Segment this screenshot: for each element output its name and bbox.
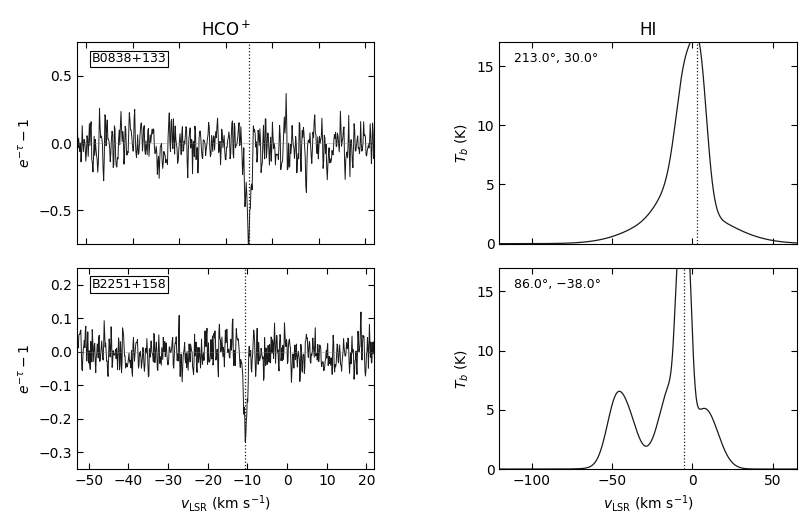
Y-axis label: $T_b$ (K): $T_b$ (K) (454, 348, 472, 388)
Y-axis label: $e^{-\tau}-1$: $e^{-\tau}-1$ (17, 343, 33, 394)
Title: HI: HI (639, 21, 657, 39)
Text: 86.0°, −38.0°: 86.0°, −38.0° (515, 278, 601, 291)
X-axis label: $v_{\mathrm{LSR}}$ (km s$^{-1}$): $v_{\mathrm{LSR}}$ (km s$^{-1}$) (180, 493, 271, 515)
Title: HCO$^+$: HCO$^+$ (201, 20, 251, 39)
Text: B0838+133: B0838+133 (91, 52, 167, 66)
Text: B2251+158: B2251+158 (91, 278, 167, 291)
Text: 213.0°, 30.0°: 213.0°, 30.0° (515, 52, 599, 66)
Y-axis label: $e^{-\tau}-1$: $e^{-\tau}-1$ (17, 118, 33, 168)
Y-axis label: $T_b$ (K): $T_b$ (K) (454, 123, 472, 163)
X-axis label: $v_{\mathrm{LSR}}$ (km s$^{-1}$): $v_{\mathrm{LSR}}$ (km s$^{-1}$) (603, 493, 693, 515)
